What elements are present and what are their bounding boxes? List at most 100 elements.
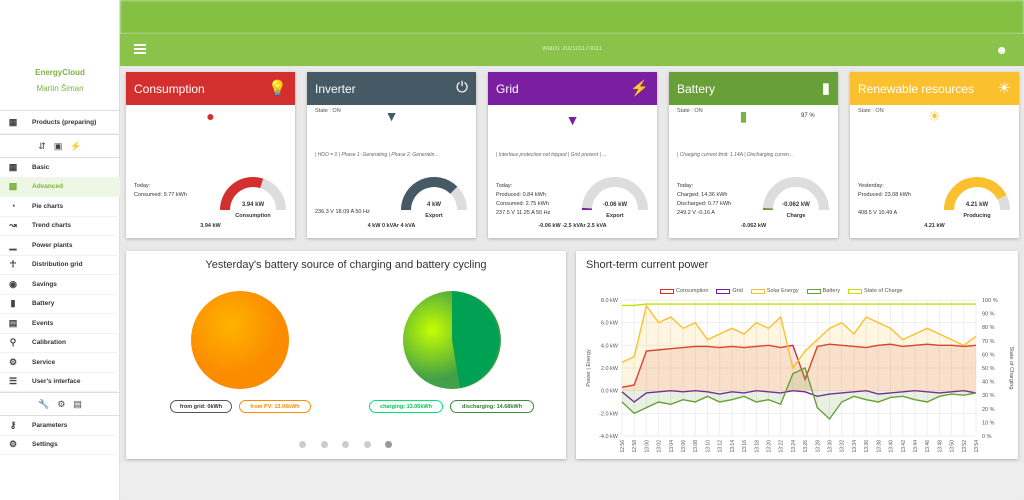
sidebar-item-label: Trend charts <box>32 222 72 230</box>
carousel-dot-active[interactable] <box>385 441 392 448</box>
y-right-tick-label: 20 % <box>982 407 995 413</box>
y-tick-label: 6.0 kW <box>601 321 619 327</box>
wrench-icon[interactable]: 🔧 <box>38 398 50 409</box>
gauge-label: Charge <box>786 213 806 219</box>
sidebar-item-label: Savings <box>32 280 57 288</box>
card-title: Renewable resources <box>858 82 975 96</box>
gauge-value: 4 kW <box>426 202 441 208</box>
gauge-label: Producing <box>963 213 991 219</box>
y-right-tick-label: 90 % <box>982 312 995 318</box>
x-tick-label: 13:40 <box>889 440 895 453</box>
stat-line: 249.2 V -0.16 A <box>677 210 715 216</box>
sidebar-item-users-interface[interactable]: ☰ User's interface <box>0 373 120 392</box>
consumption-card[interactable]: Consumption 💡 ● Today: Consumed: 9.77 kWh … <box>126 72 295 238</box>
sidebar-item-savings[interactable]: ◉ Savings <box>0 275 120 295</box>
renewable-card[interactable]: Renewable resources ☀ State : ON ☀ Yester… <box>850 72 1019 238</box>
card-title: Battery <box>677 82 716 96</box>
sidebar-item-power-plants[interactable]: ▁ Power plants <box>0 236 120 256</box>
stat-line: 236.3 V 18.09 A 50 Hz <box>315 209 370 215</box>
key-icon: ⚷ <box>9 419 17 430</box>
sidebar-item-label: Products (preparing) <box>32 118 97 126</box>
legend-charging: charging: 13.06kWh <box>369 400 443 413</box>
carousel-dot[interactable] <box>321 441 328 448</box>
sidebar-item-pie-charts[interactable]: ◔ Pie charts <box>0 197 120 217</box>
carousel-dot[interactable] <box>364 441 371 448</box>
cog-icon[interactable]: ⚙ <box>57 398 66 409</box>
id-card-icon[interactable]: ▤ <box>73 398 82 409</box>
brand-name: EnergyCloud <box>35 68 85 77</box>
carousel-dot[interactable] <box>342 441 349 448</box>
stat-discharged: Discharged: 0.77 kWh <box>677 201 732 207</box>
sidebar-item-products[interactable]: ▦ Products (preparing) <box>0 110 120 134</box>
sidebar-item-settings[interactable]: ⚙ Settings <box>0 436 120 455</box>
bar-chart-icon: ▁ <box>9 239 17 250</box>
carousel-dot[interactable] <box>299 441 306 448</box>
stat-today: Today: <box>134 183 151 189</box>
user-settings-icon[interactable]: ☻ <box>995 43 1008 57</box>
stat-consumed: Consumed: 2.75 kWh <box>496 201 549 207</box>
legend-swatch <box>660 288 674 294</box>
sidebar-item-label: Distribution grid <box>32 261 83 269</box>
pie-slice-from-pv[interactable] <box>191 291 289 389</box>
legend-item[interactable]: Consumption <box>660 288 708 294</box>
chart-legend: Consumption Grid Solar Energy Battery State … <box>660 288 903 294</box>
card-stats: Yesterday: Produced: 23.08 kWh 408.5 V 10.… <box>858 182 911 218</box>
plug-icon[interactable]: ⚡ <box>70 140 82 151</box>
series-line-battery[interactable] <box>621 367 977 421</box>
card-header: Grid ⚡ <box>488 72 657 105</box>
card-state: State : ON <box>677 108 703 114</box>
x-tick-label: 13:20 <box>766 440 772 453</box>
sidebar-item-advanced[interactable]: ▩ Advanced <box>0 177 120 197</box>
card-footer: 4 kW 0 kVAr 4 kVA <box>367 223 416 229</box>
series-line-grid[interactable] <box>621 389 977 403</box>
series-line-solar-energy[interactable] <box>621 304 977 370</box>
menu-icon[interactable] <box>134 44 146 54</box>
stat-today: Today: <box>677 183 694 189</box>
gauge-arc <box>763 177 829 211</box>
pie-slice-discharging[interactable] <box>452 291 500 388</box>
sidebar-item-basic[interactable]: ▦ Basic <box>0 158 120 178</box>
legend-label: Solar Energy <box>766 288 799 294</box>
legend-swatch <box>750 288 765 294</box>
x-tick-label: 12:58 <box>632 440 638 453</box>
grid-card[interactable]: Grid ⚡ ▼ | Interface protection not tripp… <box>488 72 657 238</box>
x-tick-label: 13:54 <box>974 440 980 453</box>
y-right-tick-label: 60 % <box>982 352 995 358</box>
sidebar: EnergyCloud Martin Šiman ▦ Products (prep… <box>0 0 120 500</box>
panel-title: Yesterday's battery source of charging a… <box>205 259 487 271</box>
x-tick-label: 13:00 <box>644 440 650 453</box>
sidebar-item-service[interactable]: ⚙ Service <box>0 353 120 373</box>
sidebar-item-calibration[interactable]: ⚲ Calibration <box>0 334 120 353</box>
legend-item[interactable]: State of Charge <box>848 288 903 294</box>
legend-item[interactable]: Grid <box>716 288 743 294</box>
series-line-state-of-charge[interactable] <box>622 303 976 307</box>
card-header: Inverter ⏻ <box>307 72 476 105</box>
card-footer: -0.062 kW <box>740 223 767 229</box>
sidebar-item-events[interactable]: ▤ Events <box>0 314 120 334</box>
x-tick-label: 13:12 <box>718 440 724 453</box>
grid-icon: ▦ <box>8 161 18 172</box>
series-line-consumption[interactable] <box>621 343 977 388</box>
pie-cycling-chart <box>403 291 501 389</box>
stat-today: Today: <box>496 183 513 189</box>
x-tick-label: 13:36 <box>864 440 870 453</box>
sidebar-item-label: Advanced <box>32 183 64 191</box>
search-icon: ⚲ <box>9 337 17 348</box>
x-tick-label: 13:22 <box>779 440 785 453</box>
legend-label: Grid <box>732 288 743 294</box>
sidebar-item-distribution-grid[interactable]: ☥ Distribution grid <box>0 256 120 275</box>
user-name[interactable]: Martin Šiman <box>36 84 84 93</box>
legend-item[interactable]: Battery <box>806 288 840 294</box>
sidebar-item-trend-charts[interactable]: ↝ Trend charts <box>0 217 120 236</box>
sidebar-item-parameters[interactable]: ⚷ Parameters <box>0 416 120 436</box>
y-tick-label: 4.0 kW <box>601 343 619 349</box>
sidebar-item-battery[interactable]: ▮ Battery <box>0 295 120 314</box>
gauge-label: Consumption <box>235 213 271 219</box>
monitor-icon[interactable]: ▣ <box>53 140 63 151</box>
power-line-chart: 8.0 kW 6.0 kW 4.0 kW 2.0 kW 0.0 kW -2.0 kW -4.… <box>586 298 1014 453</box>
gauge-label: Export <box>606 213 624 219</box>
legend-item[interactable]: Solar Energy <box>750 288 799 294</box>
arrows-icon[interactable]: ⇵ <box>38 140 46 151</box>
inverter-card[interactable]: Inverter ⏻ State : ON ▼ | HDO = 0 | Phase… <box>307 72 476 238</box>
battery-card[interactable]: Battery ▮ State : ON ▮ 97 % | Charging cu… <box>669 72 838 238</box>
